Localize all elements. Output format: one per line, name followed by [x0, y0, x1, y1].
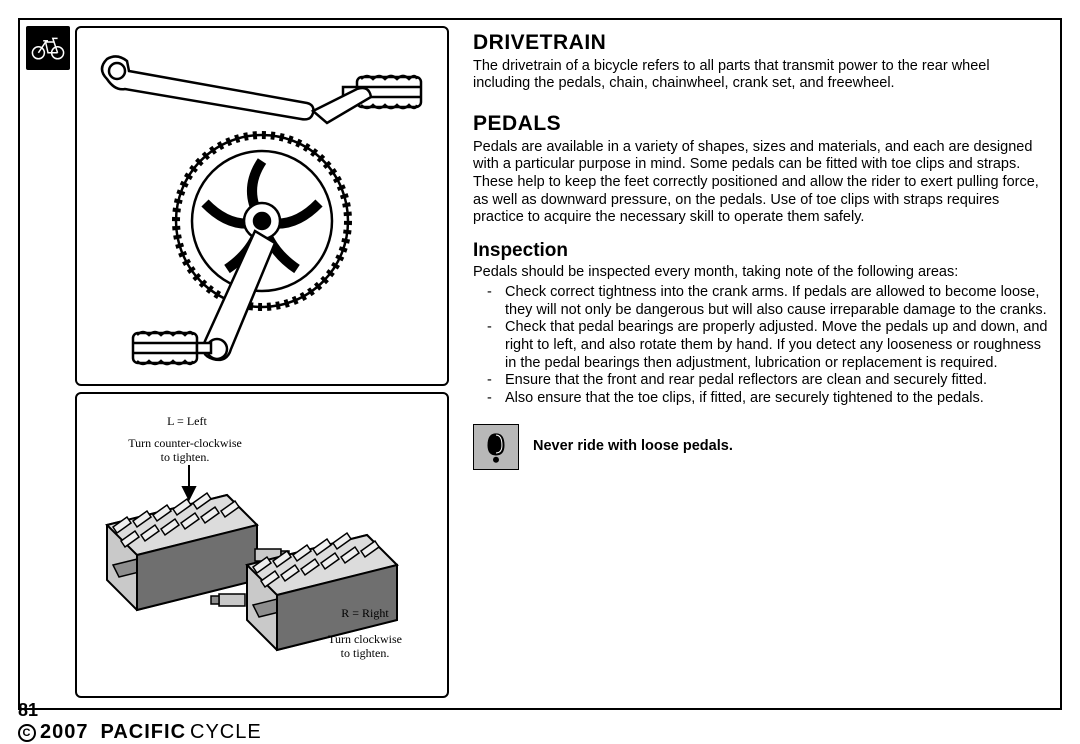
copyright-year: 2007	[40, 721, 89, 744]
warning-icon	[473, 424, 519, 470]
inspection-item: Ensure that the front and rear pedal ref…	[473, 372, 1048, 390]
brand-bold: PACIFIC	[101, 721, 187, 744]
label-right-line3: to tighten.	[295, 646, 435, 660]
left-icon-strip	[20, 20, 75, 708]
brand-line: C 2007 PACIFICCYCLE	[18, 721, 262, 744]
heading-pedals: PEDALS	[473, 111, 1048, 137]
page-footer: 81 C 2007 PACIFICCYCLE	[18, 700, 262, 744]
label-right-title: R = Right	[315, 606, 415, 620]
page-number: 81	[18, 700, 262, 721]
inspection-list: Check correct tightness into the crank a…	[473, 284, 1048, 408]
heading-drivetrain: DRIVETRAIN	[473, 30, 1048, 56]
heading-inspection: Inspection	[473, 239, 1048, 262]
bicycle-icon	[30, 36, 66, 60]
bike-badge	[26, 26, 70, 70]
label-left-line2: Turn counter-clockwise	[105, 436, 265, 450]
inspection-item: Also ensure that the toe clips, if fitte…	[473, 390, 1048, 408]
label-right-line2: Turn clockwise	[295, 632, 435, 646]
inspection-item: Check correct tightness into the crank a…	[473, 284, 1048, 319]
page-frame: L = Left Turn counter-clockwise to tight…	[18, 18, 1062, 710]
para-pedals: Pedals are available in a variety of sha…	[473, 139, 1048, 227]
inspection-item: Check that pedal bearings are properly a…	[473, 319, 1048, 372]
label-left-line3: to tighten.	[105, 450, 265, 464]
warning-text: Never ride with loose pedals.	[533, 438, 733, 456]
para-drivetrain: The drivetrain of a bicycle refers to al…	[473, 58, 1048, 93]
illustration-column: L = Left Turn counter-clockwise to tight…	[75, 20, 455, 708]
crankset-illustration	[75, 26, 449, 386]
text-column: DRIVETRAIN The drivetrain of a bicycle r…	[455, 20, 1060, 708]
crankset-svg	[77, 31, 447, 381]
brand-light: CYCLE	[190, 721, 262, 744]
label-left-title: L = Left	[127, 414, 247, 428]
pedals-illustration: L = Left Turn counter-clockwise to tight…	[75, 392, 449, 698]
para-inspection-intro: Pedals should be inspected every month, …	[473, 264, 1048, 282]
warning-row: Never ride with loose pedals.	[473, 424, 1048, 470]
copyright-icon: C	[18, 724, 36, 742]
